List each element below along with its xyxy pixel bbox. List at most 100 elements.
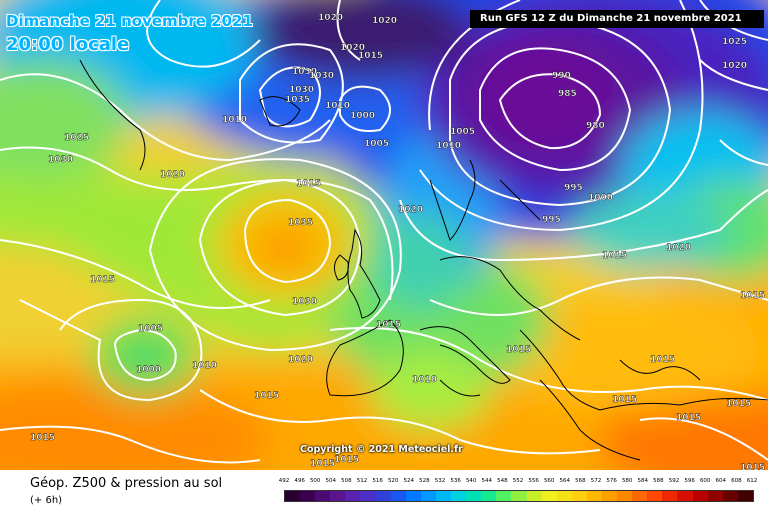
isobar-label: 1015 [376,320,401,330]
isobar-label: 1030 [292,297,317,307]
scale-swatch [722,491,738,501]
scale-tick-label: 492 [278,478,290,484]
isobar-label: 1030 [48,155,73,165]
scale-tick-label: 600 [699,478,711,484]
isobar-label: 1015 [740,463,765,470]
isobar-label: 1020 [372,16,397,26]
scale-swatch [300,491,316,501]
isobar-label: 1020 [318,13,343,23]
scale-tick-label: 572 [590,478,602,484]
scale-swatch [541,491,557,501]
isobar-label: 1015 [726,399,751,409]
scale-swatch [451,491,467,501]
scale-swatch [707,491,723,501]
scale-swatch [662,491,678,501]
scale-swatch [466,491,482,501]
forecast-offset: (+ 6h) [30,495,63,506]
scale-tick-label: 608 [731,478,742,484]
map-title: Géop. Z500 & pression au sol [30,476,223,491]
scale-swatch [360,491,376,501]
scale-tick-label: 612 [746,478,758,484]
isobar-label: 1005 [138,324,163,334]
scale-tick-label: 524 [403,478,415,484]
scale-tick-label: 552 [512,478,524,484]
scale-swatch [405,491,421,501]
isobar-label: 1015 [602,251,627,261]
copyright: Copyright © 2021 Meteociel.fr [300,444,463,455]
scale-tick-label: 576 [606,478,617,484]
isobar-label: 1020 [666,243,691,253]
scale-swatch [496,491,512,501]
isobar-label: 1015 [334,455,359,465]
isobar-label: 1000 [350,111,375,121]
scale-swatch [677,491,693,501]
isobar-label: 1035 [288,218,313,228]
isobar-label: 1010 [192,361,217,371]
scale-swatch [435,491,452,501]
scale-tick-label: 512 [356,478,368,484]
isobar-label: 1005 [450,127,475,137]
forecast-map: 1020 1020 1015 1020 1030 1030 1035 1030 … [0,0,768,470]
geopotential-map-svg: 1020 1020 1015 1020 1030 1030 1035 1030 … [0,0,768,470]
scale-tick-label: 596 [684,478,695,484]
scale-tick-label: 516 [372,478,383,484]
scale-tick-label: 532 [434,478,446,484]
scale-tick-label: 496 [294,478,305,484]
isobar-label: 980 [586,121,605,131]
isobar-label: 1015 [612,395,637,405]
isobar-label: 1015 [254,391,279,401]
scale-swatch [692,491,708,501]
coastlines [79,59,768,461]
forecast-time: 20:00 locale [6,34,130,55]
isobar-label: 1010 [412,375,437,385]
isobar-label: 1000 [588,193,613,203]
isobar-label: 1025 [64,133,89,143]
isobar-label: 1020 [398,205,423,215]
scale-swatch [390,491,406,501]
scale-swatch [511,491,527,501]
isobar-labels: 1020 1020 1015 1020 1030 1030 1035 1030 … [30,13,765,470]
scale-tick-label: 568 [575,478,586,484]
isobar-label: 1030 [292,67,317,77]
scale-tick-label: 588 [653,478,664,484]
scale-tick-label: 540 [465,478,477,484]
scale-swatch [601,491,618,501]
isobar-label: 1025 [722,37,747,47]
scale-swatch [330,491,346,501]
scale-swatch [556,491,572,501]
scale-tick-label: 584 [637,478,649,484]
isobar-label: 1020 [340,43,365,53]
scale-swatch [285,491,301,501]
isobar-label: 1010 [325,101,350,111]
scale-tick-label: 604 [715,478,727,484]
isobar-label: 1015 [358,51,383,61]
isobar-label: 1015 [650,355,675,365]
isobar-label: 1015 [310,459,335,469]
scale-tick-label: 544 [481,478,493,484]
isobar-label: 1015 [506,345,531,355]
legend-area: Géop. Z500 & pression au sol (+ 6h) 492 4… [0,470,768,512]
isobar-label: 1020 [722,61,747,71]
scale-tick-label: 536 [450,478,461,484]
scale-swatch [345,491,361,501]
scale-tick-label: 564 [559,478,571,484]
isobar-label: 1035 [285,95,310,105]
isobar-label: 1015 [296,179,321,189]
scale-tick-label: 528 [419,478,430,484]
scale-swatch [632,491,648,501]
isobar-label: 1010 [222,115,247,125]
isobar-label: 985 [558,89,577,99]
isobar-label: 1015 [30,433,55,443]
scale-tick-label: 580 [621,478,633,484]
scale-swatch [617,491,633,501]
isobar-label: 1005 [364,139,389,149]
isobar-label: 995 [564,183,583,193]
isobar-label: 1030 [309,71,334,81]
scale-swatch [420,491,436,501]
isobar-label: 995 [542,215,561,225]
scale-swatch [526,491,542,501]
color-scale-bar [284,490,754,502]
scale-swatch [481,491,497,501]
isobar-label: 1015 [676,413,701,423]
scale-tick-label: 504 [325,478,337,484]
